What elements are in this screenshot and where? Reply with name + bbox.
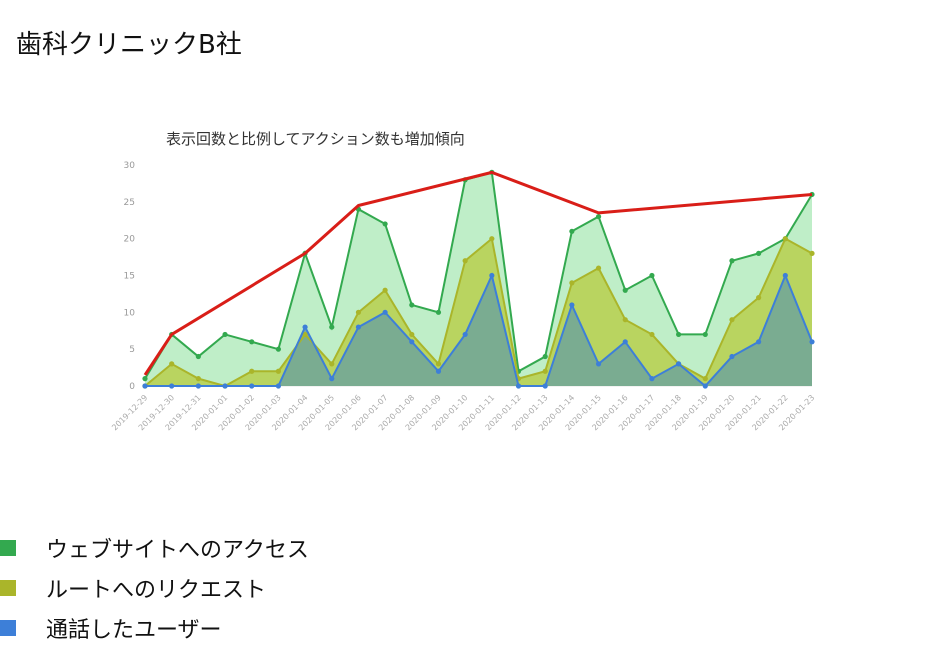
point-route (595, 265, 602, 271)
legend-label-route: ルートへのリクエスト (46, 578, 267, 603)
point-calls (569, 302, 575, 308)
point-calls (676, 361, 682, 367)
point-calls (542, 383, 548, 389)
point-route (702, 376, 708, 382)
point-route (729, 317, 735, 323)
point-calls (329, 376, 335, 382)
point-calls (809, 339, 815, 345)
legend-swatch-calls (0, 620, 16, 636)
point-calls (435, 368, 442, 374)
point-calls (169, 383, 175, 389)
point-route (195, 376, 201, 382)
point-website (249, 339, 255, 345)
point-website (676, 331, 682, 338)
point-route (382, 287, 388, 293)
point-calls (489, 272, 495, 279)
point-calls (222, 383, 228, 389)
point-route (542, 368, 548, 374)
point-calls (382, 309, 388, 315)
point-route (809, 250, 815, 256)
point-website (409, 302, 415, 308)
point-route (275, 368, 281, 374)
point-route (169, 361, 175, 367)
point-website (275, 346, 281, 352)
legend-label-website: ウェブサイトへのアクセス (46, 538, 309, 563)
point-route (329, 361, 335, 367)
point-route (409, 331, 415, 338)
point-route (649, 331, 655, 338)
point-route (569, 280, 575, 286)
chart-title: 表示回数と比例してアクション数も増加傾向 (166, 130, 465, 148)
point-route (249, 368, 255, 374)
line-calls (145, 272, 813, 388)
point-route (302, 331, 308, 338)
line-route (144, 236, 813, 388)
point-calls (462, 331, 468, 338)
point-website (702, 331, 708, 338)
point-calls (249, 383, 255, 389)
legend-swatch-route (0, 580, 16, 596)
y-tick-label: 25 (124, 198, 135, 208)
y-tick-label: 30 (124, 161, 136, 171)
point-website (649, 272, 655, 279)
point-route (782, 236, 788, 242)
point-route (622, 317, 628, 323)
chart-area: 0 5 10 15 20 25 30 2019-12-29 2019-12-30 2019-12-… (90, 120, 830, 460)
point-calls (729, 353, 735, 360)
point-route (489, 236, 495, 242)
page-title: 歯科クリニックB社 (16, 30, 242, 60)
point-website (569, 228, 575, 234)
point-calls (782, 272, 788, 279)
point-calls (142, 383, 148, 389)
point-calls (622, 339, 628, 345)
y-tick-label: 15 (124, 272, 135, 282)
point-website (542, 353, 548, 360)
point-route (462, 258, 468, 264)
point-website (382, 221, 388, 227)
point-calls (649, 376, 655, 382)
legend-label-calls: 通話したユーザー (46, 618, 222, 643)
point-calls (595, 361, 602, 367)
point-calls (702, 383, 708, 389)
point-calls (409, 339, 415, 345)
point-website (756, 250, 762, 256)
legend-swatch-website (0, 540, 16, 556)
point-calls (302, 324, 308, 330)
point-route (435, 361, 442, 367)
point-website (595, 213, 602, 220)
area-chart: 0510152025302019-12-292019-12-302019-12-… (110, 161, 816, 432)
point-website (329, 324, 335, 330)
point-route (756, 295, 762, 301)
point-website (729, 258, 735, 264)
point-calls (355, 324, 362, 330)
point-website (222, 331, 228, 338)
point-calls (195, 383, 201, 389)
point-calls (275, 383, 281, 389)
point-website (142, 376, 148, 382)
trend-annotation-line (143, 170, 813, 376)
point-website (195, 353, 201, 360)
area-calls (145, 275, 812, 386)
point-website (622, 287, 628, 293)
y-tick-label: 0 (129, 382, 135, 392)
y-tick-label: 5 (129, 345, 135, 355)
y-tick-label: 20 (124, 235, 136, 245)
y-tick-label: 10 (124, 308, 136, 318)
point-website (435, 309, 442, 315)
point-calls (756, 339, 762, 345)
point-route (355, 309, 362, 315)
point-calls (515, 383, 522, 389)
